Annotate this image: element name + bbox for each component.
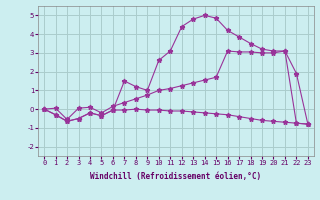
X-axis label: Windchill (Refroidissement éolien,°C): Windchill (Refroidissement éolien,°C) — [91, 172, 261, 181]
